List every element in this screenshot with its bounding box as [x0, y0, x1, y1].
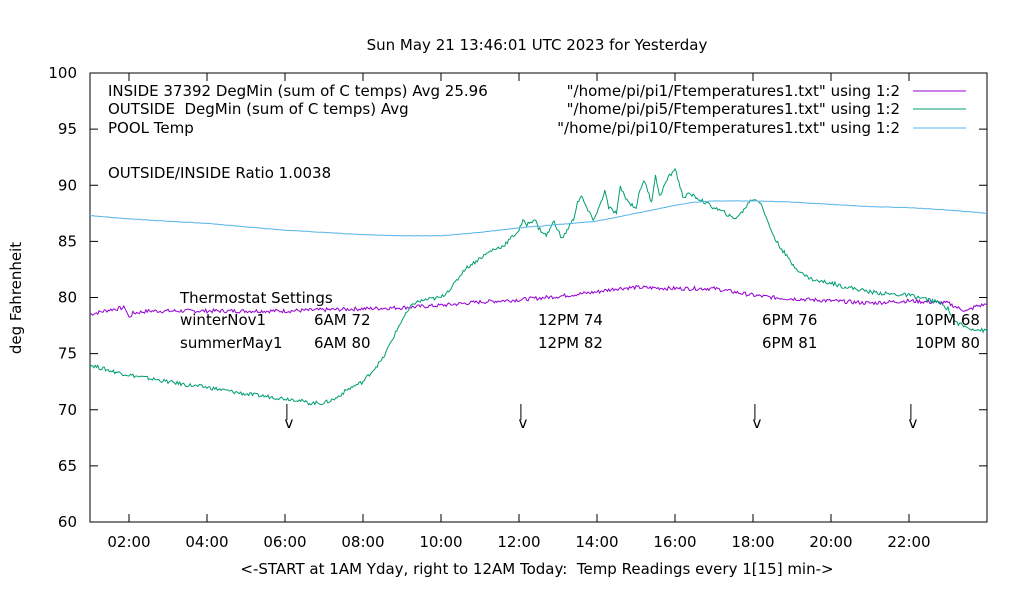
y-tick-label: 70 [58, 401, 77, 419]
info-line-pool: POOL Temp [108, 119, 194, 137]
legend: "/home/pi/pi1/Ftemperatures1.txt" using … [557, 82, 966, 137]
y-tick-label: 90 [58, 176, 77, 194]
x-axis: 02:00 04:00 06:00 08:00 10:00 12:00 14:00 16:00… [107, 73, 931, 551]
ratio-text: OUTSIDE/INSIDE Ratio 1.0038 [108, 164, 331, 182]
x-tick-label: 16:00 [653, 533, 696, 551]
thermostat-settings: Thermostat Settings winterNov1 6AM 72 12PM… [179, 289, 980, 432]
x-tick-label: 18:00 [731, 533, 774, 551]
chart-title: Sun May 21 13:46:01 UTC 2023 for Yesterd… [367, 36, 708, 54]
y-tick-label: 60 [58, 513, 77, 531]
thermostat-setting: 12PM 74 [538, 311, 603, 329]
x-axis-label: <-START at 1AM Yday, right to 12AM Today… [240, 560, 833, 578]
series-line-1 [89, 284, 988, 318]
x-tick-label: 20:00 [809, 533, 852, 551]
thermostat-marker-label: v [284, 414, 293, 432]
thermostat-marker-label: v [908, 414, 917, 432]
thermostat-setting: 6PM 81 [762, 334, 817, 352]
thermostat-setting: 12PM 82 [538, 334, 603, 352]
y-tick-label: 85 [58, 232, 77, 250]
y-tick-label: 80 [58, 289, 77, 307]
info-line-outside: OUTSIDE DegMin (sum of C temps) Avg [108, 100, 409, 118]
x-tick-label: 12:00 [497, 533, 540, 551]
info-text: INSIDE 37392 DegMin (sum of C temps) Avg… [108, 82, 488, 182]
x-tick-label: 04:00 [185, 533, 228, 551]
x-tick-label: 02:00 [107, 533, 150, 551]
legend-label-2: "/home/pi/pi5/Ftemperatures1.txt" using … [567, 100, 900, 118]
info-line-inside: INSIDE 37392 DegMin (sum of C temps) Avg… [108, 82, 488, 100]
legend-label-3: "/home/pi/pi10/Ftemperatures1.txt" using… [557, 119, 900, 137]
x-tick-label: 22:00 [887, 533, 930, 551]
x-tick-label: 10:00 [419, 533, 462, 551]
y-tick-label: 95 [58, 120, 77, 138]
x-tick-label: 14:00 [575, 533, 618, 551]
thermostat-row-name: winterNov1 [180, 311, 266, 329]
thermostat-marker-label: v [752, 414, 761, 432]
series-line-2 [89, 167, 988, 406]
thermostat-setting: 6AM 80 [314, 334, 371, 352]
thermostat-setting: 10PM 68 [915, 311, 980, 329]
series-line-3 [89, 200, 988, 237]
thermostat-setting: 10PM 80 [915, 334, 980, 352]
y-axis-label: deg Fahrenheit [7, 242, 25, 354]
x-tick-label: 06:00 [263, 533, 306, 551]
y-tick-label: 65 [58, 457, 77, 475]
y-axis: 60 65 70 75 80 85 90 95 100 [48, 64, 987, 531]
thermostat-setting: 6PM 76 [762, 311, 817, 329]
y-tick-label: 100 [48, 64, 77, 82]
thermostat-title: Thermostat Settings [179, 289, 333, 307]
x-tick-label: 08:00 [341, 533, 384, 551]
y-tick-label: 75 [58, 345, 77, 363]
legend-label-1: "/home/pi/pi1/Ftemperatures1.txt" using … [567, 82, 900, 100]
thermostat-marker-label: v [518, 414, 527, 432]
thermostat-setting: 6AM 72 [314, 311, 371, 329]
series-group [89, 167, 988, 406]
thermostat-row-name: summerMay1 [180, 334, 283, 352]
